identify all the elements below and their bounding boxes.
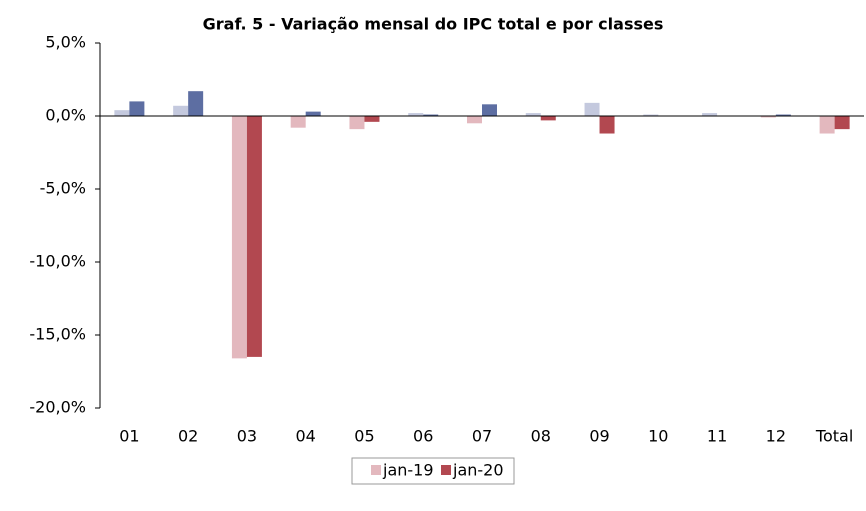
bar bbox=[467, 116, 482, 124]
x-tick-label: 12 bbox=[766, 427, 786, 446]
bar bbox=[290, 116, 306, 128]
y-tick-label: -15,0% bbox=[29, 325, 86, 344]
bar bbox=[599, 116, 615, 134]
y-tick-label: -20,0% bbox=[29, 398, 86, 417]
y-tick-label: -5,0% bbox=[40, 179, 86, 198]
bar bbox=[423, 114, 439, 116]
x-tick-label: Total bbox=[815, 427, 853, 446]
legend-label: jan-19 bbox=[382, 461, 434, 480]
x-tick-label: 04 bbox=[296, 427, 316, 446]
bar bbox=[129, 101, 145, 116]
x-tick-label: 08 bbox=[531, 427, 551, 446]
bar bbox=[173, 105, 189, 116]
bar bbox=[231, 116, 247, 359]
y-tick-label: 5,0% bbox=[45, 33, 86, 52]
y-tick-label: 0,0% bbox=[45, 106, 86, 125]
y-tick-label: -10,0% bbox=[29, 252, 86, 271]
bar bbox=[246, 116, 262, 357]
bar bbox=[775, 114, 791, 116]
x-tick-label: 09 bbox=[589, 427, 609, 446]
bar bbox=[188, 91, 204, 116]
bar bbox=[702, 113, 718, 116]
legend-swatch bbox=[441, 465, 451, 475]
legend-swatch bbox=[371, 465, 381, 475]
bar bbox=[525, 113, 541, 116]
bar bbox=[114, 110, 130, 116]
bar bbox=[482, 104, 497, 116]
bar bbox=[305, 111, 321, 116]
bar bbox=[364, 116, 380, 122]
bar bbox=[819, 116, 835, 134]
bar bbox=[643, 114, 659, 116]
bar bbox=[408, 113, 424, 116]
x-tick-label: 10 bbox=[648, 427, 668, 446]
x-tick-label: 07 bbox=[472, 427, 492, 446]
bar bbox=[584, 102, 600, 116]
x-tick-label: 11 bbox=[707, 427, 727, 446]
x-tick-label: 03 bbox=[237, 427, 257, 446]
bar bbox=[834, 116, 850, 130]
x-tick-label: 06 bbox=[413, 427, 433, 446]
legend-label: jan-20 bbox=[452, 461, 504, 480]
chart-title: Graf. 5 - Variação mensal do IPC total e… bbox=[203, 15, 664, 34]
bar bbox=[760, 116, 776, 118]
x-tick-label: 01 bbox=[119, 427, 139, 446]
x-tick-label: 02 bbox=[178, 427, 198, 446]
bar bbox=[349, 116, 365, 130]
x-tick-label: 05 bbox=[354, 427, 374, 446]
bar bbox=[540, 116, 556, 121]
legend-frame bbox=[351, 457, 515, 485]
